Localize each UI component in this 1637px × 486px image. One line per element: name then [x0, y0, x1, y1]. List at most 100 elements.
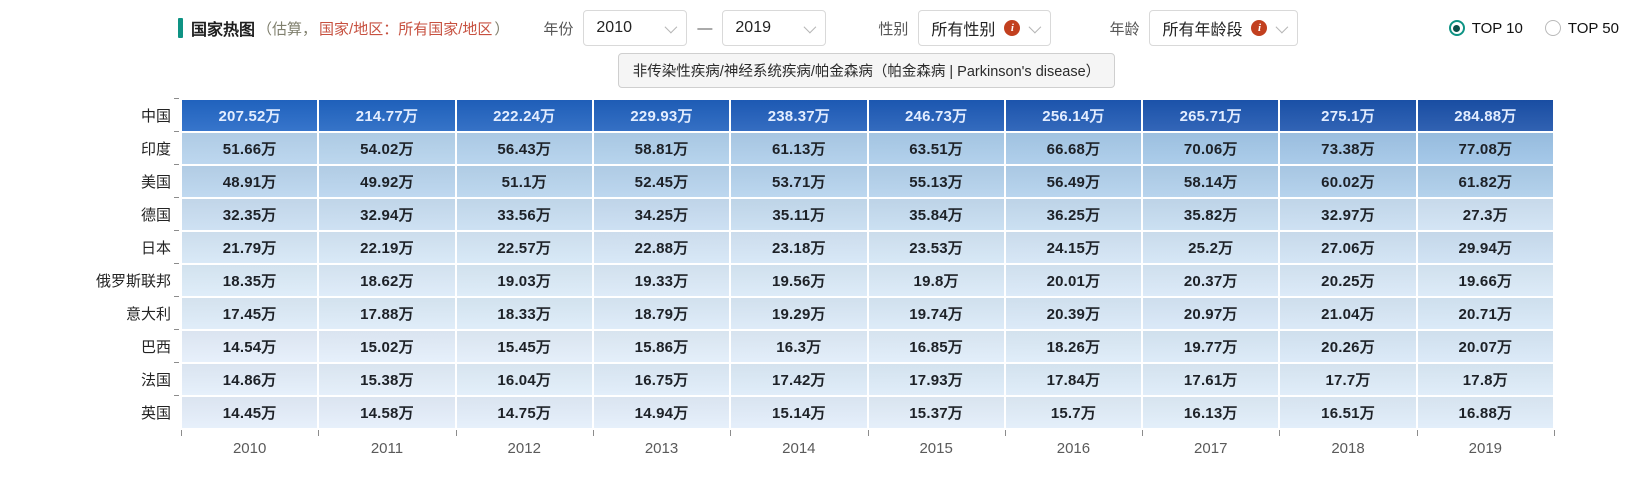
- heatmap-cell[interactable]: 14.45万: [182, 397, 318, 428]
- heatmap-cell[interactable]: 22.88万: [593, 232, 730, 263]
- heatmap-cell[interactable]: 56.49万: [1005, 166, 1142, 197]
- heatmap-cell[interactable]: 34.25万: [593, 199, 730, 230]
- heatmap-cell[interactable]: 61.13万: [731, 133, 867, 164]
- heatmap-cell[interactable]: 18.35万: [182, 265, 318, 296]
- heatmap-cell[interactable]: 54.02万: [319, 133, 455, 164]
- heatmap-cell[interactable]: 20.39万: [1005, 298, 1142, 329]
- heatmap-cell[interactable]: 32.97万: [1280, 199, 1416, 230]
- heatmap-cell[interactable]: 24.15万: [1005, 232, 1142, 263]
- heatmap-cell[interactable]: 19.03万: [456, 265, 592, 296]
- heatmap-cell[interactable]: 14.54万: [182, 331, 318, 362]
- heatmap-cell[interactable]: 15.86万: [593, 331, 730, 362]
- heatmap-cell[interactable]: 55.13万: [868, 166, 1004, 197]
- heatmap-cell[interactable]: 56.43万: [456, 133, 592, 164]
- heatmap-cell[interactable]: 66.68万: [1005, 133, 1142, 164]
- heatmap-cell[interactable]: 77.08万: [1417, 133, 1553, 164]
- heatmap-cell[interactable]: 36.25万: [1005, 199, 1142, 230]
- heatmap-cell[interactable]: 19.29万: [731, 298, 867, 329]
- heatmap-cell[interactable]: 22.57万: [456, 232, 592, 263]
- heatmap-cell[interactable]: 17.84万: [1005, 364, 1142, 395]
- heatmap-cell[interactable]: 35.11万: [731, 199, 867, 230]
- heatmap-cell[interactable]: 15.02万: [319, 331, 455, 362]
- heatmap-cell[interactable]: 207.52万: [182, 100, 318, 131]
- heatmap-cell[interactable]: 48.91万: [182, 166, 318, 197]
- heatmap-cell[interactable]: 15.7万: [1005, 397, 1142, 428]
- year-from-select[interactable]: 2010: [583, 10, 688, 46]
- heatmap-cell[interactable]: 17.7万: [1280, 364, 1416, 395]
- heatmap-cell[interactable]: 19.77万: [1143, 331, 1279, 362]
- heatmap-cell[interactable]: 60.02万: [1280, 166, 1416, 197]
- top-10-radio[interactable]: TOP 10: [1448, 20, 1523, 37]
- heatmap-cell[interactable]: 23.18万: [731, 232, 867, 263]
- heatmap-cell[interactable]: 18.26万: [1005, 331, 1142, 362]
- heatmap-cell[interactable]: 35.82万: [1143, 199, 1279, 230]
- heatmap-cell[interactable]: 16.88万: [1417, 397, 1553, 428]
- heatmap-cell[interactable]: 275.1万: [1280, 100, 1416, 131]
- heatmap-cell[interactable]: 19.74万: [868, 298, 1004, 329]
- heatmap-cell[interactable]: 22.19万: [319, 232, 455, 263]
- heatmap-cell[interactable]: 15.37万: [868, 397, 1004, 428]
- heatmap-cell[interactable]: 16.13万: [1143, 397, 1279, 428]
- gender-select[interactable]: 所有性别 i: [918, 10, 1052, 46]
- heatmap-cell[interactable]: 51.1万: [456, 166, 592, 197]
- heatmap-cell[interactable]: 53.71万: [731, 166, 867, 197]
- heatmap-cell[interactable]: 246.73万: [868, 100, 1004, 131]
- heatmap-cell[interactable]: 20.71万: [1417, 298, 1553, 329]
- heatmap-cell[interactable]: 20.37万: [1143, 265, 1279, 296]
- heatmap-cell[interactable]: 19.8万: [868, 265, 1004, 296]
- heatmap-cell[interactable]: 16.51万: [1280, 397, 1416, 428]
- heatmap-cell[interactable]: 222.24万: [456, 100, 592, 131]
- heatmap-cell[interactable]: 229.93万: [593, 100, 730, 131]
- heatmap-cell[interactable]: 15.14万: [731, 397, 867, 428]
- heatmap-cell[interactable]: 20.97万: [1143, 298, 1279, 329]
- heatmap-cell[interactable]: 29.94万: [1417, 232, 1553, 263]
- heatmap-cell[interactable]: 32.94万: [319, 199, 455, 230]
- heatmap-cell[interactable]: 17.93万: [868, 364, 1004, 395]
- heatmap-cell[interactable]: 18.79万: [593, 298, 730, 329]
- heatmap-cell[interactable]: 27.3万: [1417, 199, 1553, 230]
- info-icon[interactable]: i: [1251, 20, 1268, 36]
- heatmap-cell[interactable]: 61.82万: [1417, 166, 1553, 197]
- heatmap-cell[interactable]: 16.75万: [593, 364, 730, 395]
- heatmap-cell[interactable]: 256.14万: [1005, 100, 1142, 131]
- heatmap-cell[interactable]: 17.45万: [182, 298, 318, 329]
- heatmap-cell[interactable]: 16.85万: [868, 331, 1004, 362]
- heatmap-cell[interactable]: 14.58万: [319, 397, 455, 428]
- heatmap-cell[interactable]: 19.56万: [731, 265, 867, 296]
- heatmap-cell[interactable]: 17.61万: [1143, 364, 1279, 395]
- top-50-radio[interactable]: TOP 50: [1544, 20, 1619, 37]
- heatmap-cell[interactable]: 20.26万: [1280, 331, 1416, 362]
- heatmap-cell[interactable]: 14.94万: [593, 397, 730, 428]
- heatmap-cell[interactable]: 18.62万: [319, 265, 455, 296]
- heatmap-cell[interactable]: 284.88万: [1417, 100, 1553, 131]
- heatmap-cell[interactable]: 25.2万: [1143, 232, 1279, 263]
- heatmap-cell[interactable]: 17.8万: [1417, 364, 1553, 395]
- heatmap-cell[interactable]: 70.06万: [1143, 133, 1279, 164]
- heatmap-cell[interactable]: 20.25万: [1280, 265, 1416, 296]
- heatmap-cell[interactable]: 14.75万: [456, 397, 592, 428]
- heatmap-cell[interactable]: 58.81万: [593, 133, 730, 164]
- info-icon[interactable]: i: [1004, 20, 1021, 36]
- heatmap-cell[interactable]: 73.38万: [1280, 133, 1416, 164]
- year-to-select[interactable]: 2019: [722, 10, 827, 46]
- heatmap-cell[interactable]: 17.88万: [319, 298, 455, 329]
- heatmap-cell[interactable]: 52.45万: [593, 166, 730, 197]
- heatmap-cell[interactable]: 49.92万: [319, 166, 455, 197]
- heatmap-cell[interactable]: 33.56万: [456, 199, 592, 230]
- heatmap-cell[interactable]: 15.38万: [319, 364, 455, 395]
- age-select[interactable]: 所有年龄段 i: [1149, 10, 1299, 46]
- heatmap-cell[interactable]: 265.71万: [1143, 100, 1279, 131]
- heatmap-cell[interactable]: 51.66万: [182, 133, 318, 164]
- heatmap-cell[interactable]: 23.53万: [868, 232, 1004, 263]
- heatmap-cell[interactable]: 17.42万: [731, 364, 867, 395]
- heatmap-cell[interactable]: 20.01万: [1005, 265, 1142, 296]
- heatmap-cell[interactable]: 16.3万: [731, 331, 867, 362]
- heatmap-cell[interactable]: 63.51万: [868, 133, 1004, 164]
- heatmap-cell[interactable]: 18.33万: [456, 298, 592, 329]
- heatmap-cell[interactable]: 19.66万: [1417, 265, 1553, 296]
- heatmap-cell[interactable]: 21.79万: [182, 232, 318, 263]
- heatmap-cell[interactable]: 20.07万: [1417, 331, 1553, 362]
- heatmap-cell[interactable]: 238.37万: [731, 100, 867, 131]
- heatmap-cell[interactable]: 16.04万: [456, 364, 592, 395]
- heatmap-cell[interactable]: 35.84万: [868, 199, 1004, 230]
